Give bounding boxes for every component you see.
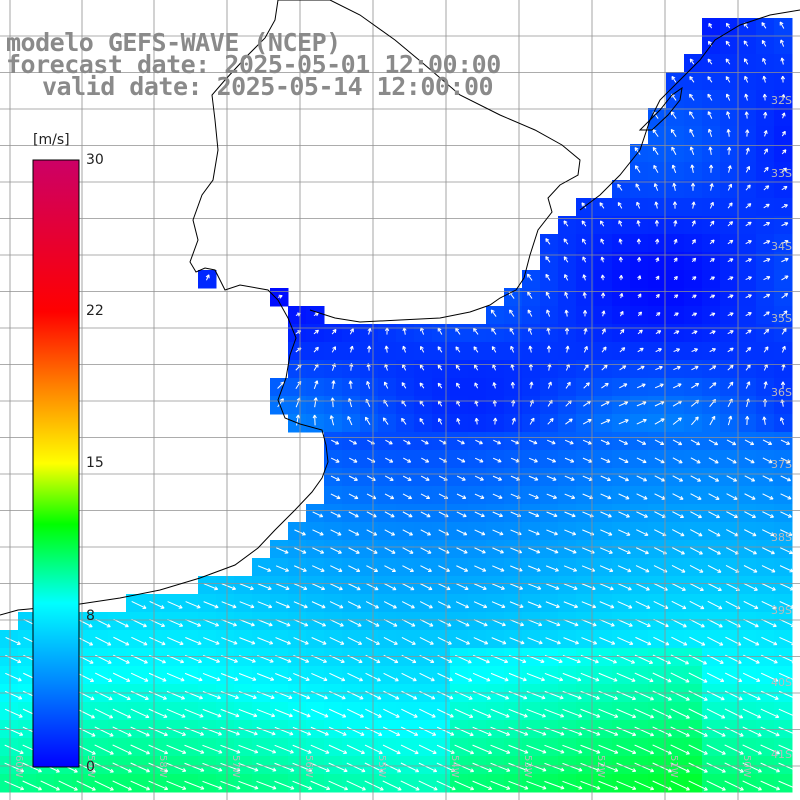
colorbar-tick-8: 8 <box>86 609 95 623</box>
colorbar <box>33 160 79 767</box>
latitude-label: 36S <box>771 386 792 399</box>
colorbar-unit: [m/s] <box>33 132 70 148</box>
colorbar-tick-22: 22 <box>86 304 104 318</box>
longitude-label: 53W <box>522 755 533 778</box>
longitude-label: 55W <box>376 755 387 778</box>
latitude-label: 37S <box>771 458 792 471</box>
valid-date: valid date: 2025-05-14 12:00:00 <box>42 74 493 99</box>
latitude-label: 41S <box>771 748 792 761</box>
longitude-label: 50W <box>741 755 752 778</box>
latitude-label: 38S <box>771 531 792 544</box>
latitude-label: 34S <box>771 240 792 253</box>
longitude-label: 52W <box>595 755 606 778</box>
colorbar-tick-0: 0 <box>86 760 95 774</box>
latitude-label: 32S <box>771 94 792 107</box>
longitude-label: 54W <box>449 755 460 778</box>
longitude-label: 51W <box>668 755 679 778</box>
longitude-label: 58W <box>157 755 168 778</box>
colorbar-tick-15: 15 <box>86 456 104 470</box>
longitude-label: 60W <box>13 755 24 778</box>
longitude-label: 57W <box>230 755 241 778</box>
latitude-label: 35S <box>771 312 792 325</box>
latitude-label: 39S <box>771 604 792 617</box>
longitude-label: 56W <box>303 755 314 778</box>
latitude-label: 40S <box>771 676 792 689</box>
colorbar-tick-30: 30 <box>86 153 104 167</box>
latitude-label: 33S <box>771 167 792 180</box>
